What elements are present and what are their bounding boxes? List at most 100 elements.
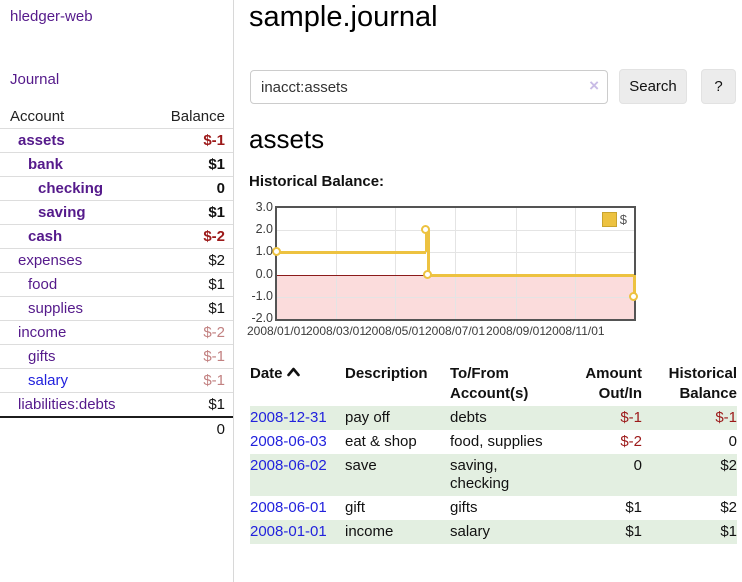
accounts-table: Account Balance assets $-1 bank $1 checking 0… [0, 105, 233, 441]
transaction-date-link[interactable]: 2008-06-02 [250, 457, 327, 474]
x-axis-tick-label: 2008/01/01 [246, 324, 308, 338]
transaction-date-link[interactable]: 2008-06-03 [250, 433, 327, 450]
transaction-accounts: gifts [450, 499, 478, 516]
account-link-assets[interactable]: assets [18, 132, 65, 149]
transaction-description: gift [345, 499, 366, 516]
search-input[interactable] [250, 70, 608, 104]
transaction-description: income [345, 523, 394, 540]
account-balance: $-2 [143, 224, 233, 249]
account-link-gifts[interactable]: gifts [28, 348, 56, 365]
series-segment [426, 230, 430, 275]
v-gridline [336, 208, 337, 319]
register-table: Date Description To/From Account(s) Amount Ou… [250, 362, 737, 544]
x-axis-tick-label: 2008/09/01 [485, 324, 547, 338]
x-axis-tick-label: 2008/07/01 [424, 324, 486, 338]
x-axis-tick-label: 2008/11/01 [545, 324, 605, 338]
series-segment [424, 230, 428, 252]
y-axis-tick-label: 2.0 [255, 222, 273, 236]
y-axis-tick-label: -1.0 [251, 289, 273, 303]
account-link-checking[interactable]: checking [38, 180, 104, 197]
account-row: saving $1 [0, 200, 233, 225]
transaction-row: 2008-06-02 save saving, checking 0 $2 [250, 454, 737, 496]
transaction-balance: $2 [720, 457, 737, 474]
data-point-marker [629, 292, 638, 301]
transaction-balance: 0 [728, 433, 737, 450]
account-row: salary $-1 [0, 368, 233, 393]
account-row: cash $-2 [0, 224, 233, 249]
v-gridline [455, 208, 456, 319]
page-title: sample.journal [249, 1, 438, 33]
account-link-food[interactable]: food [28, 276, 58, 293]
transaction-description: eat & shop [345, 433, 417, 450]
transaction-balance: $-1 [715, 409, 737, 426]
account-balance: 0 [143, 176, 233, 201]
legend-swatch [601, 212, 617, 227]
data-point-marker [272, 247, 281, 256]
x-axis-tick-label: 2008/03/01 [305, 324, 367, 338]
transaction-date-link[interactable]: 2008-12-31 [250, 409, 327, 426]
search-button[interactable]: Search [619, 69, 687, 104]
sidebar-item-journal[interactable]: Journal [10, 71, 60, 88]
y-axis-tick-label: 3.0 [255, 200, 273, 214]
account-link-expenses[interactable]: expenses [18, 252, 83, 269]
transaction-row: 2008-06-03 eat & shop food, supplies $-2 0 [250, 430, 737, 454]
account-link-income[interactable]: income [18, 324, 67, 341]
account-row: liabilities:debts $1 [0, 392, 233, 418]
chart-legend: $ [601, 212, 627, 227]
transaction-balance: $1 [720, 523, 737, 540]
transaction-accounts: food, supplies [450, 433, 543, 450]
sort-ascending-icon [286, 367, 300, 377]
help-button[interactable]: ? [701, 69, 736, 104]
data-point-marker [423, 270, 432, 279]
account-link-salary[interactable]: salary [28, 372, 69, 389]
transaction-date-link[interactable]: 2008-01-01 [250, 523, 327, 540]
transaction-description: save [345, 457, 377, 474]
account-link-bank[interactable]: bank [28, 156, 64, 173]
account-row: supplies $1 [0, 296, 233, 321]
x-axis-tick-label: 2008/05/01 [364, 324, 426, 338]
account-link-cash[interactable]: cash [28, 228, 63, 245]
account-link-saving[interactable]: saving [38, 204, 86, 221]
account-link-liabilities-debts[interactable]: liabilities:debts [18, 396, 116, 413]
account-balance: $-2 [143, 320, 233, 345]
clear-search-icon[interactable]: × [589, 76, 599, 95]
search-box: × [250, 70, 608, 104]
account-row: checking 0 [0, 176, 233, 201]
account-balance: $1 [143, 152, 233, 177]
v-gridline [395, 208, 396, 319]
account-balance: $-1 [143, 344, 233, 369]
transaction-amount: $1 [625, 499, 642, 516]
register-column-header[interactable]: Date [250, 362, 345, 406]
transaction-description: pay off [345, 409, 390, 426]
transaction-date-link[interactable]: 2008-06-01 [250, 499, 327, 516]
y-axis-tick-label: -2.0 [251, 311, 273, 325]
v-gridline [575, 208, 576, 319]
chart-label: Historical Balance: [249, 173, 385, 190]
account-row: expenses $2 [0, 248, 233, 273]
balance-column-header: Balance [143, 105, 233, 129]
series-segment [428, 273, 634, 277]
y-axis-tick-label: 1.0 [255, 244, 273, 258]
register-column-header: To/From Account(s) [450, 365, 529, 402]
account-balance: $1 [143, 200, 233, 225]
accounts-table-header: Account Balance [0, 105, 233, 129]
account-row: income $-2 [0, 320, 233, 345]
account-balance: $-1 [143, 368, 233, 393]
total-spacer [0, 416, 144, 441]
accounts-total-row: 0 [0, 416, 233, 441]
transaction-amount: 0 [633, 457, 642, 474]
account-balance: $-1 [143, 128, 233, 153]
register-table-rows: 2008-12-31 pay off debts $-1 $-1 2008-06-03 ea… [250, 406, 737, 544]
app-title-link[interactable]: hledger-web [10, 8, 93, 25]
transaction-balance: $2 [720, 499, 737, 516]
sidebar-account-rows: assets $-1 bank $1 checking 0 saving $1 cash $-2 e… [0, 128, 233, 441]
transaction-accounts: saving, checking [450, 457, 510, 492]
account-balance: $1 [143, 272, 233, 297]
register-table-header: Date Description To/From Account(s) Amount Ou… [250, 362, 737, 406]
register-column-header: Description [345, 365, 428, 382]
account-link-supplies[interactable]: supplies [28, 300, 84, 317]
account-row: gifts $-1 [0, 344, 233, 369]
transaction-amount: $-1 [620, 409, 642, 426]
accounts-total-value: 0 [143, 416, 233, 441]
legend-label: $ [619, 212, 627, 227]
